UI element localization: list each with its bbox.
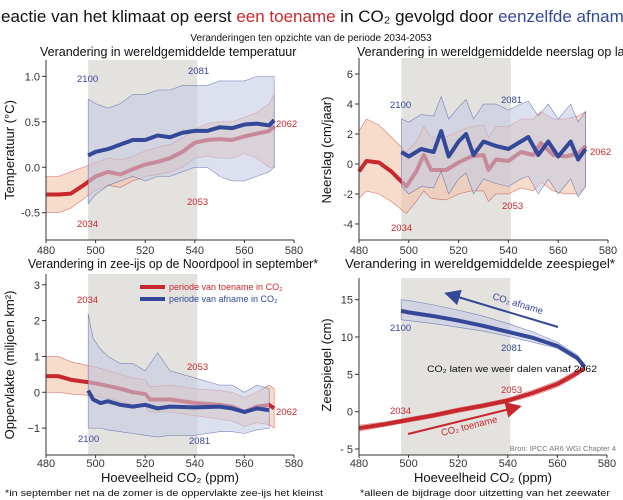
label-2081: 2081: [188, 66, 209, 77]
y-axis-label-sea-level: Zeespiegel (cm): [319, 318, 334, 411]
panel-precipitation: 480 500 520 540 560 580 -4 -2 0 2 4 6: [343, 58, 617, 257]
label-2081: 2081: [189, 436, 210, 447]
subtitle: Veranderingen ten opzichte van de period…: [190, 33, 432, 44]
y-tick-label: 0.5: [25, 117, 40, 129]
x-tick-label: 560: [548, 458, 566, 470]
x-tick-label: 540: [499, 458, 517, 470]
x-tick-label: 520: [136, 458, 154, 470]
label-2100: 2100: [390, 100, 411, 111]
panel-title-sea-level: Verandering in wereldgemiddelde zeespieg…: [345, 257, 615, 271]
label-2100: 2100: [77, 74, 98, 85]
label-2062: 2062: [276, 407, 297, 418]
y-tick-label: - 5: [340, 444, 353, 456]
y-tick-label: 2: [347, 129, 353, 141]
label-2034: 2034: [77, 219, 98, 230]
x-tick-label: 540: [186, 458, 204, 470]
panel-title-sea-ice: Verandering in zee-ijs op de Noordpool i…: [28, 257, 318, 271]
label-2081: 2081: [501, 95, 522, 106]
x-tick-label: 580: [599, 245, 617, 257]
label-2062: 2062: [276, 119, 297, 130]
x-axis-label-sea-ice: Hoeveelheid CO₂ (ppm): [101, 470, 239, 485]
decrease-mean-line: [87, 118, 276, 158]
x-tick-label: 580: [285, 245, 303, 257]
y-tick-label: -0.5: [21, 208, 40, 220]
panel-sea-ice: 480 500 520 540 560 580 −1 0 1 2 3: [27, 274, 303, 470]
x-tick-label: 500: [86, 245, 104, 257]
label-2100: 2100: [78, 434, 99, 445]
decrease-range-band: [87, 76, 275, 205]
increase-arrow: [407, 402, 522, 435]
decrease-arrow: [444, 289, 559, 328]
y-tick-label: 0.0: [25, 162, 40, 174]
label-2053: 2053: [187, 197, 208, 208]
footnote-sea-level: *alleen de bijdrage door uitzetting van …: [360, 488, 610, 499]
x-tick-label: 520: [449, 458, 467, 470]
label-2081: 2081: [501, 343, 522, 354]
y-tick-label: 10: [341, 332, 353, 344]
x-tick-label: 480: [37, 245, 55, 257]
decrease-mean-line: [400, 308, 587, 369]
y-tick-label: 2: [34, 316, 40, 328]
x-tick-label: 580: [285, 458, 303, 470]
label-2034: 2034: [391, 223, 412, 234]
label-2034: 2034: [390, 406, 411, 417]
y-axis-label-sea-ice: Oppervlakte (miljoen km²): [2, 291, 17, 440]
y-axis-label-precipitation: Neerslag (cm/jaar): [319, 97, 334, 204]
y-tick-label: 5: [347, 369, 353, 381]
x-tick-label: 480: [350, 458, 368, 470]
legend-label-increase: periode van toename in CO₂: [169, 282, 283, 292]
label-2053: 2053: [187, 362, 208, 373]
x-tick-label: 500: [86, 458, 104, 470]
y-tick-label: -4: [343, 219, 353, 231]
x-tick-label: 480: [37, 458, 55, 470]
y-tick-label: 6: [347, 69, 353, 81]
x-axis-label-sea-level: Hoeveelheid CO₂ (ppm): [414, 470, 552, 485]
y-tick-label: −1: [27, 423, 40, 435]
decrease-mean-line: [86, 389, 270, 414]
y-tick-label: -2: [343, 189, 353, 201]
source-note: Bron: IPCC AR6 WGI Chapter 4: [510, 444, 616, 453]
label-2053: 2053: [502, 201, 523, 212]
decrease-mean-line: [400, 129, 588, 162]
x-tick-label: 520: [449, 245, 467, 257]
increase-mean-line: [358, 366, 586, 431]
label-2100: 2100: [390, 323, 411, 334]
x-tick-label: 560: [235, 458, 253, 470]
x-tick-label: 560: [235, 245, 253, 257]
x-tick-label: 500: [400, 245, 418, 257]
y-tick-label: 15: [341, 295, 353, 307]
x-tick-label: 480: [350, 245, 368, 257]
legend-label-decrease: periode van afname in CO₂: [169, 294, 278, 304]
label-2053: 2053: [501, 385, 522, 396]
x-tick-label: 540: [186, 245, 204, 257]
y-tick-label: 4: [347, 99, 353, 111]
x-tick-label: 560: [549, 245, 567, 257]
label-2062: 2062: [590, 147, 611, 158]
y-tick-label: 1.0: [25, 71, 40, 83]
y-tick-label: 1: [34, 351, 40, 363]
y-tick-label: 0: [347, 407, 353, 419]
legend: periode van toename in CO₂ periode van a…: [140, 282, 283, 304]
footnote-sea-ice: *in september net na de zomer is de oppe…: [5, 488, 323, 499]
y-axis-label-temperature: Temperatuur (°C): [2, 100, 17, 200]
x-tick-label: 500: [399, 458, 417, 470]
panel-temperature: 480 500 520 540 560 580 -0.5 0.0 0.5 1.0: [21, 60, 303, 257]
panel-title-precipitation: Verandering in wereldgemiddelde neerslag…: [357, 45, 623, 59]
x-tick-label: 580: [598, 458, 616, 470]
x-tick-label: 540: [499, 245, 517, 257]
label-2034: 2034: [77, 295, 98, 306]
panel-title-temperature: Verandering in wereldgemiddelde temperat…: [40, 45, 296, 59]
y-tick-label: 0: [347, 159, 353, 171]
main-title: Reactie van het klimaat op eerst een toe…: [0, 7, 623, 26]
x-tick-label: 520: [136, 245, 154, 257]
turning-point-note: CO₂ laten we weer dalen vanaf 2062: [427, 364, 597, 375]
y-tick-label: 3: [34, 280, 40, 292]
y-tick-label: 0: [34, 387, 40, 399]
